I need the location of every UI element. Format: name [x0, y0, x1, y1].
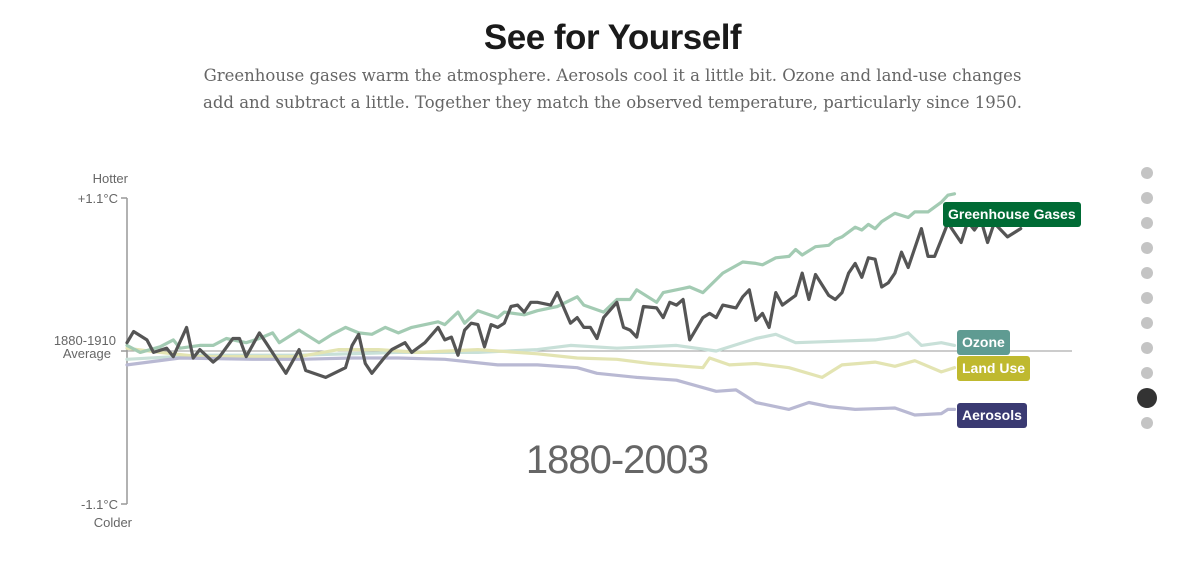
series-line-greenhouse — [125, 192, 957, 354]
step-dot[interactable] — [1141, 317, 1153, 329]
y-tick-label-zero: 1880-1910 Average — [30, 334, 116, 360]
step-dot[interactable] — [1141, 242, 1153, 254]
step-dot[interactable] — [1141, 367, 1153, 379]
y-tick-label-top: +1.1°C — [77, 191, 118, 206]
series-line-aerosols — [125, 356, 957, 417]
page-subtitle: Greenhouse gases warm the atmosphere. Ae… — [202, 66, 1023, 112]
step-dot[interactable] — [1141, 167, 1153, 179]
step-dot[interactable] — [1141, 417, 1153, 429]
y-tick-label-zero-line1: 1880-1910 — [53, 333, 116, 348]
step-dot[interactable] — [1141, 267, 1153, 279]
step-dot[interactable] — [1141, 292, 1153, 304]
legend-land-use: Land Use — [957, 356, 1031, 381]
y-axis-top-caption: Hotter — [92, 171, 128, 186]
year-range-label: 1880-2003 — [525, 438, 709, 482]
y-tick-label-zero-line2: Average — [62, 346, 111, 361]
legend-greenhouse-gases: Greenhouse Gases — [943, 202, 1081, 227]
series-line-landuse — [125, 346, 957, 379]
step-dot[interactable] — [1141, 217, 1153, 229]
step-dot[interactable] — [1141, 192, 1153, 204]
page-title: See for Yourself — [483, 18, 742, 57]
y-tick-label-bottom: -1.1°C — [81, 497, 118, 512]
y-axis-bottom-caption: Colder — [93, 515, 132, 530]
legend-aerosols: Aerosols — [957, 403, 1027, 428]
step-dot[interactable] — [1141, 342, 1153, 354]
series-line-observed — [125, 218, 1023, 379]
legend-ozone: Ozone — [957, 330, 1010, 355]
step-dot-active[interactable] — [1137, 388, 1157, 408]
